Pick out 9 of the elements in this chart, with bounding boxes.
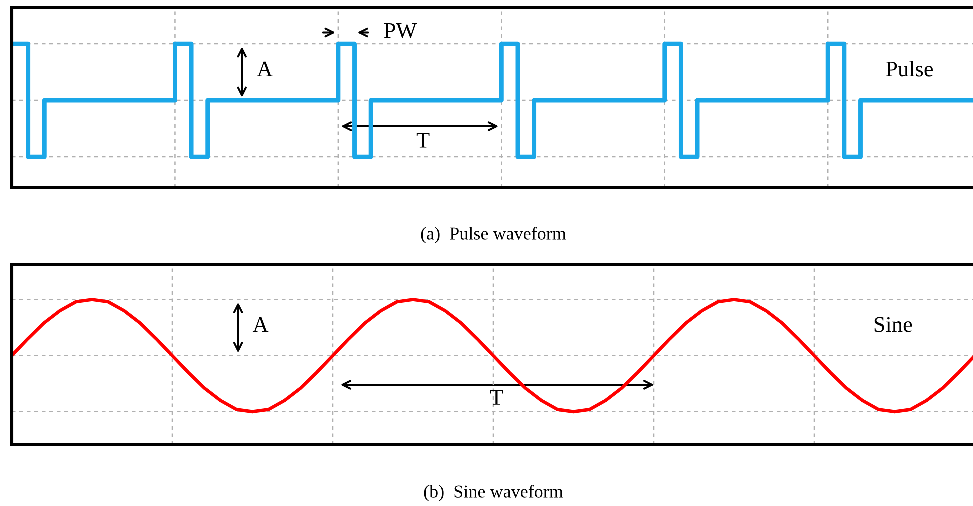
annotation: T <box>490 390 504 405</box>
x-axis-title: (b) Sine waveform <box>424 485 564 502</box>
annotation: A <box>257 62 273 77</box>
x-axis-title: (a) Pulse waveform <box>421 227 566 244</box>
text: PW <box>384 24 418 38</box>
text: Sine <box>874 317 912 332</box>
annotation: T <box>416 133 430 148</box>
series-label: Pulse <box>886 61 934 77</box>
annotation: A <box>252 317 269 332</box>
